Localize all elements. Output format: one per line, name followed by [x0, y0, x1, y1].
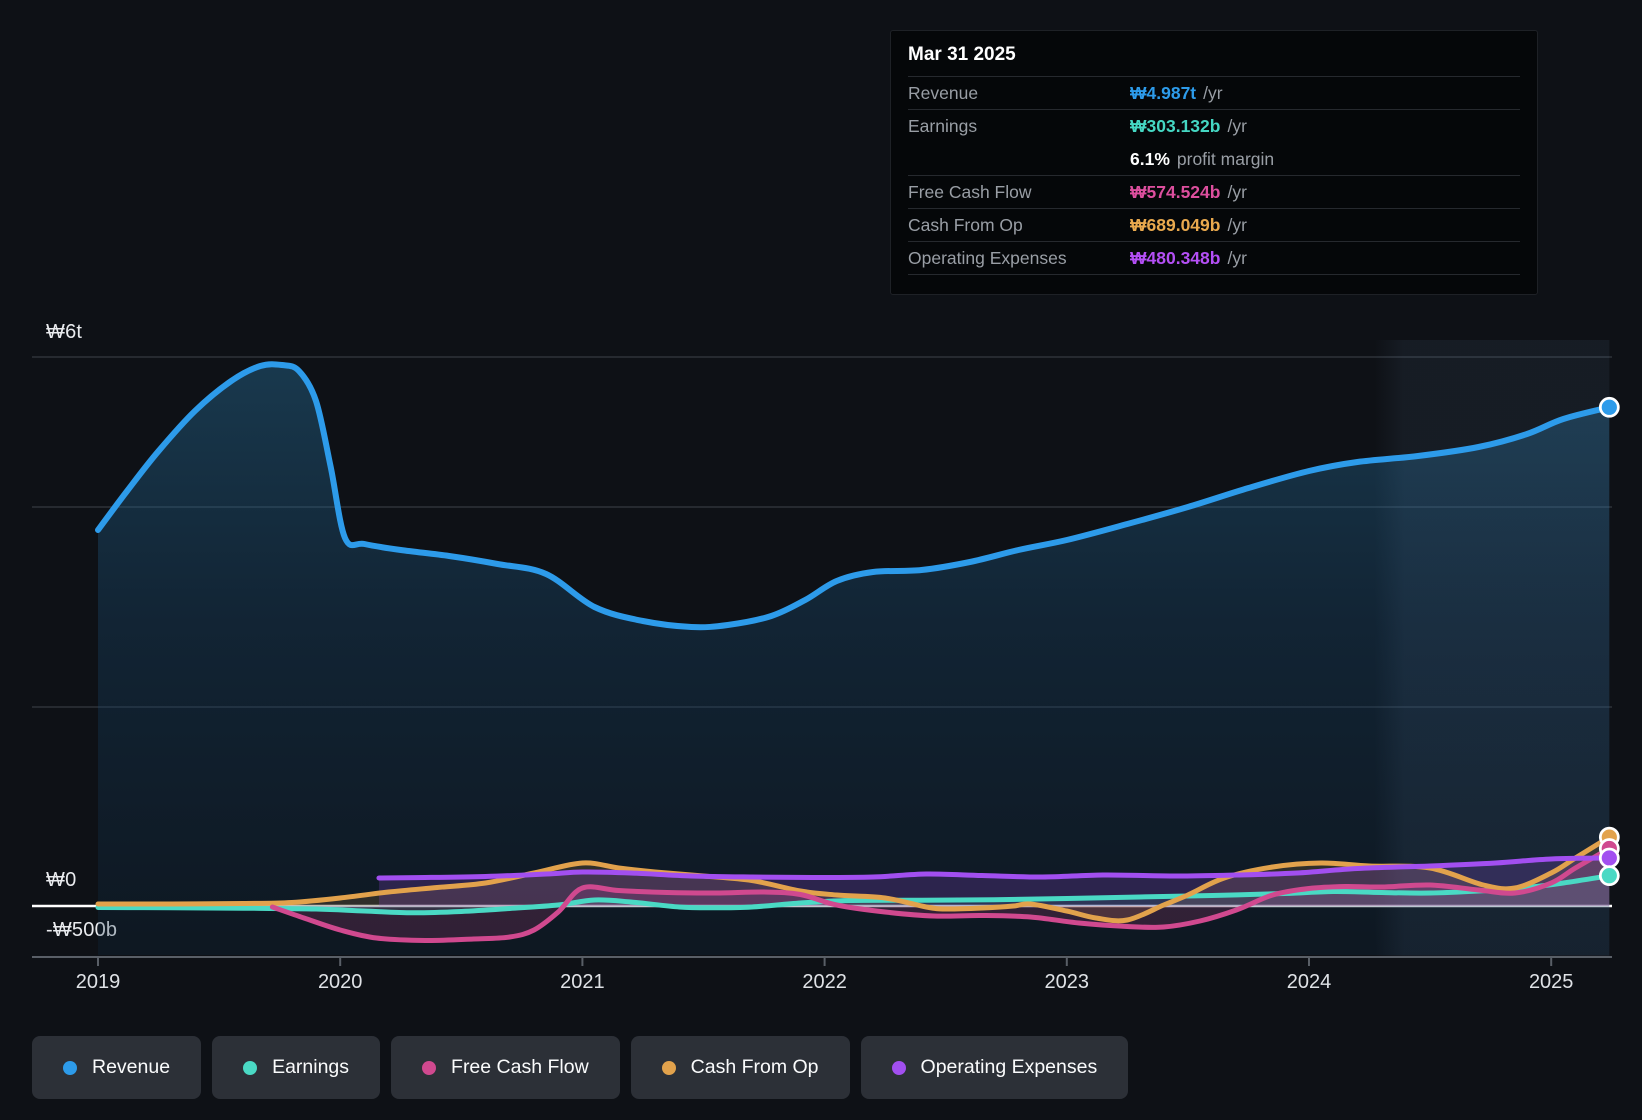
tooltip-row-earnings: Earnings ₩303.132b /yr: [908, 116, 1247, 136]
tooltip-row-profit-margin: 6.1% profit margin: [908, 143, 1520, 176]
operating-expenses-line[interactable]: [376, 855, 1612, 881]
chart-legend: Revenue Earnings Free Cash Flow Cash From O…: [32, 1036, 1129, 1099]
revenue-endpoint-marker[interactable]: [1598, 396, 1620, 418]
legend-item-earnings[interactable]: Earnings: [212, 1036, 381, 1099]
x-axis-label-2024: 2024: [1286, 971, 1332, 993]
legend-item-label: Operating Expenses: [920, 1056, 1098, 1078]
y-axis-label-0: ₩0: [46, 869, 77, 891]
cash-from-op-area: [98, 837, 1610, 921]
tooltip-row-free-cash-flow: Free Cash Flow ₩574.524b /yr: [908, 176, 1520, 209]
tooltip-row-operating-expenses: Operating Expenses ₩480.348b /yr: [908, 242, 1520, 275]
cfo-legend-dot-icon: [661, 1060, 676, 1075]
earnings-line[interactable]: [95, 873, 1612, 916]
legend-item-label: Free Cash Flow: [451, 1056, 589, 1078]
legend-item-label: Cash From Op: [690, 1056, 819, 1078]
x-axis-label-2022: 2022: [802, 971, 847, 993]
x-axis-label-2023: 2023: [1044, 971, 1090, 993]
revenue-line[interactable]: [95, 361, 1613, 631]
earnings-legend-dot-icon: [243, 1060, 258, 1075]
earnings-endpoint-marker[interactable]: [1598, 865, 1620, 887]
tooltip-row-cash-from-op: Cash From Op ₩689.049b /yr: [908, 209, 1520, 242]
free-cash-flow-area: [272, 848, 1610, 941]
earnings-area: [98, 875, 1610, 913]
tooltip-row-revenue: Revenue ₩4.987t /yr: [908, 77, 1520, 110]
legend-item-cfo[interactable]: Cash From Op: [630, 1036, 850, 1099]
chart-tooltip: Mar 31 2025 Revenue ₩4.987t /yr Earnings…: [890, 30, 1538, 295]
legend-item-fcf[interactable]: Free Cash Flow: [391, 1036, 620, 1099]
x-axis-label-2025: 2025: [1528, 971, 1574, 993]
y-axis-label-6t: ₩6t: [46, 321, 83, 343]
x-axis-label-2020: 2020: [317, 971, 363, 993]
opex-legend-dot-icon: [891, 1060, 906, 1075]
x-axis-label-2019: 2019: [75, 971, 121, 993]
legend-item-label: Revenue: [92, 1056, 171, 1078]
free-cash-flow-line[interactable]: [269, 846, 1612, 944]
legend-item-opex[interactable]: Operating Expenses: [860, 1036, 1129, 1099]
revenue-area: [98, 364, 1610, 955]
tooltip-date: Mar 31 2025: [908, 31, 1520, 77]
operating-expenses-endpoint-marker[interactable]: [1598, 847, 1620, 869]
legend-item-revenue[interactable]: Revenue: [32, 1036, 202, 1099]
revenue-legend-dot-icon: [63, 1060, 77, 1075]
legend-item-label: Earnings: [272, 1056, 350, 1078]
x-axis-label-2021: 2021: [560, 971, 605, 993]
fcf-legend-dot-icon: [422, 1060, 437, 1075]
